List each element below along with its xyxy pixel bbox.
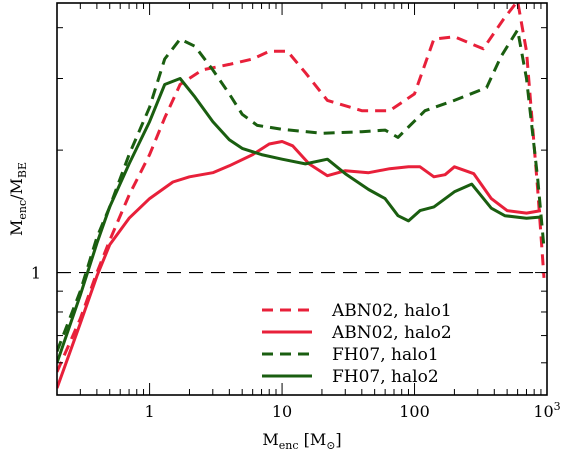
series-line-2 [57, 140, 542, 389]
series-line-1 [57, 3, 546, 373]
legend-label-3: FH07, halo1 [332, 345, 439, 365]
series-layer [57, 3, 546, 389]
legend-label-2: ABN02, halo2 [331, 323, 452, 343]
plot-frame [56, 2, 548, 396]
legend-label-1: ABN02, halo1 [331, 301, 452, 321]
legend-label-4: FH07, halo2 [332, 367, 439, 387]
y-axis-label: Menc/MBE [7, 162, 29, 236]
x-axis-label: Menc [M⊙] [262, 430, 341, 452]
series-group [57, 3, 546, 389]
y-tick-label: 1 [31, 264, 41, 283]
x-tick-label: 100 [399, 402, 430, 421]
x-tick-label: 1 [144, 402, 154, 421]
series-line-4 [57, 77, 542, 364]
ticks-layer [56, 3, 548, 396]
x-tick-label: 10 [272, 402, 292, 421]
series-line-3 [57, 28, 546, 352]
x-tick-label: 103 [533, 400, 560, 421]
tick-labels-layer: 1 10 100 103 1 [31, 264, 561, 421]
